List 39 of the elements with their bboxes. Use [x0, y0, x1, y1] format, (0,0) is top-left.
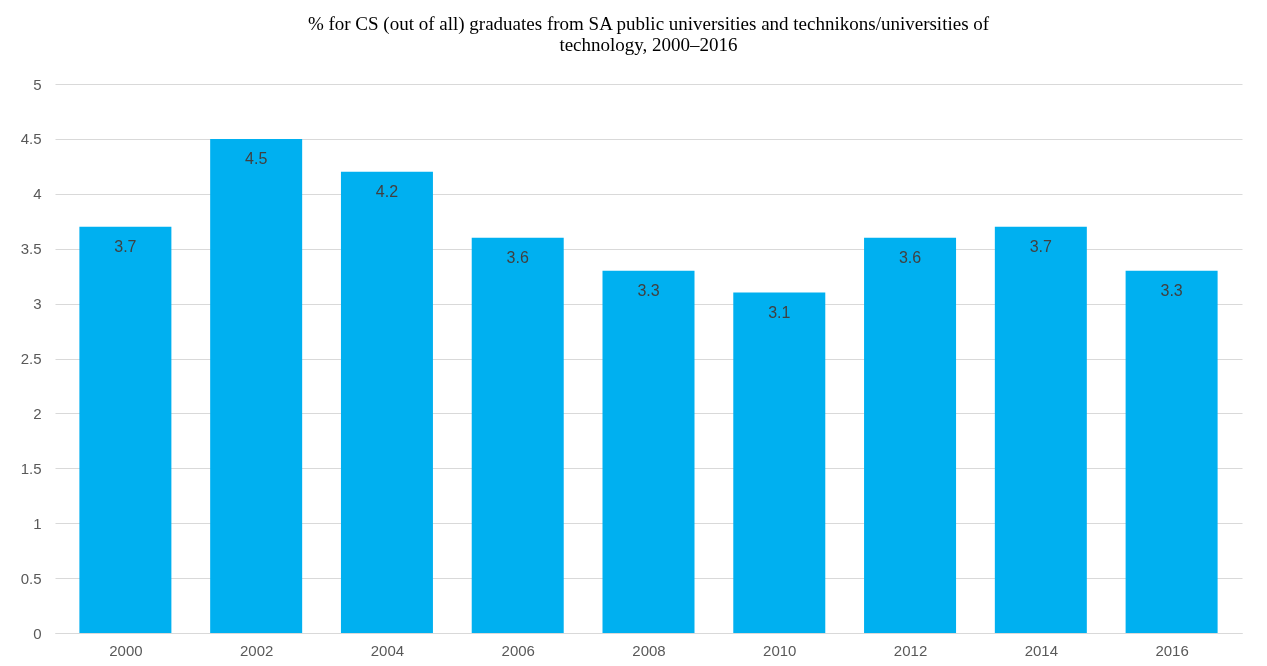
bar: [340, 171, 433, 633]
y-tick-label: 3.5: [20, 240, 42, 258]
y-tick-label: 0: [33, 624, 42, 642]
x-tick-label: 2000: [109, 641, 143, 659]
data-label: 4.5: [245, 149, 268, 167]
data-label: 3.7: [1029, 237, 1053, 255]
data-label: 3.6: [898, 248, 922, 266]
x-tick-label: 2016: [1155, 641, 1189, 659]
x-tick-label: 2008: [632, 641, 666, 659]
y-tick-label: 0.5: [20, 569, 42, 587]
x-tick-label: 2014: [1024, 641, 1059, 659]
bar: [471, 237, 564, 633]
data-label: 4.2: [375, 182, 399, 200]
data-label: 3.3: [637, 281, 660, 299]
y-tick-label: 4.5: [20, 130, 42, 148]
bar: [210, 138, 303, 633]
x-tick-label: 2002: [239, 641, 274, 659]
bar: [1125, 270, 1218, 633]
y-tick-label: 3: [33, 295, 42, 313]
x-tick-label: 2006: [501, 641, 535, 659]
bar: [733, 292, 826, 633]
y-tick-label: 2.5: [20, 350, 42, 367]
chart-title: % for CS (out of all) graduates from SA public universities and technikons/universities of technology, 2000–2016: [307, 13, 990, 55]
y-tick-label: 2: [33, 404, 42, 422]
x-tick-label: 2004: [370, 641, 405, 659]
bar: [994, 226, 1087, 633]
y-tick-label: 4: [33, 185, 42, 203]
data-label: 3.1: [768, 303, 791, 321]
bar: [79, 226, 172, 633]
data-label: 3.3: [1160, 281, 1183, 299]
y-tick-label: 1: [33, 514, 42, 532]
y-tick-label: 1.5: [20, 459, 42, 477]
bar: [864, 237, 957, 633]
x-tick-label: 2012: [893, 641, 928, 659]
bar: [602, 270, 695, 633]
data-label: 3.7: [114, 237, 137, 255]
x-tick-label: 2010: [763, 641, 797, 659]
y-tick-label: 5: [33, 75, 42, 93]
data-label: 3.6: [506, 248, 529, 266]
